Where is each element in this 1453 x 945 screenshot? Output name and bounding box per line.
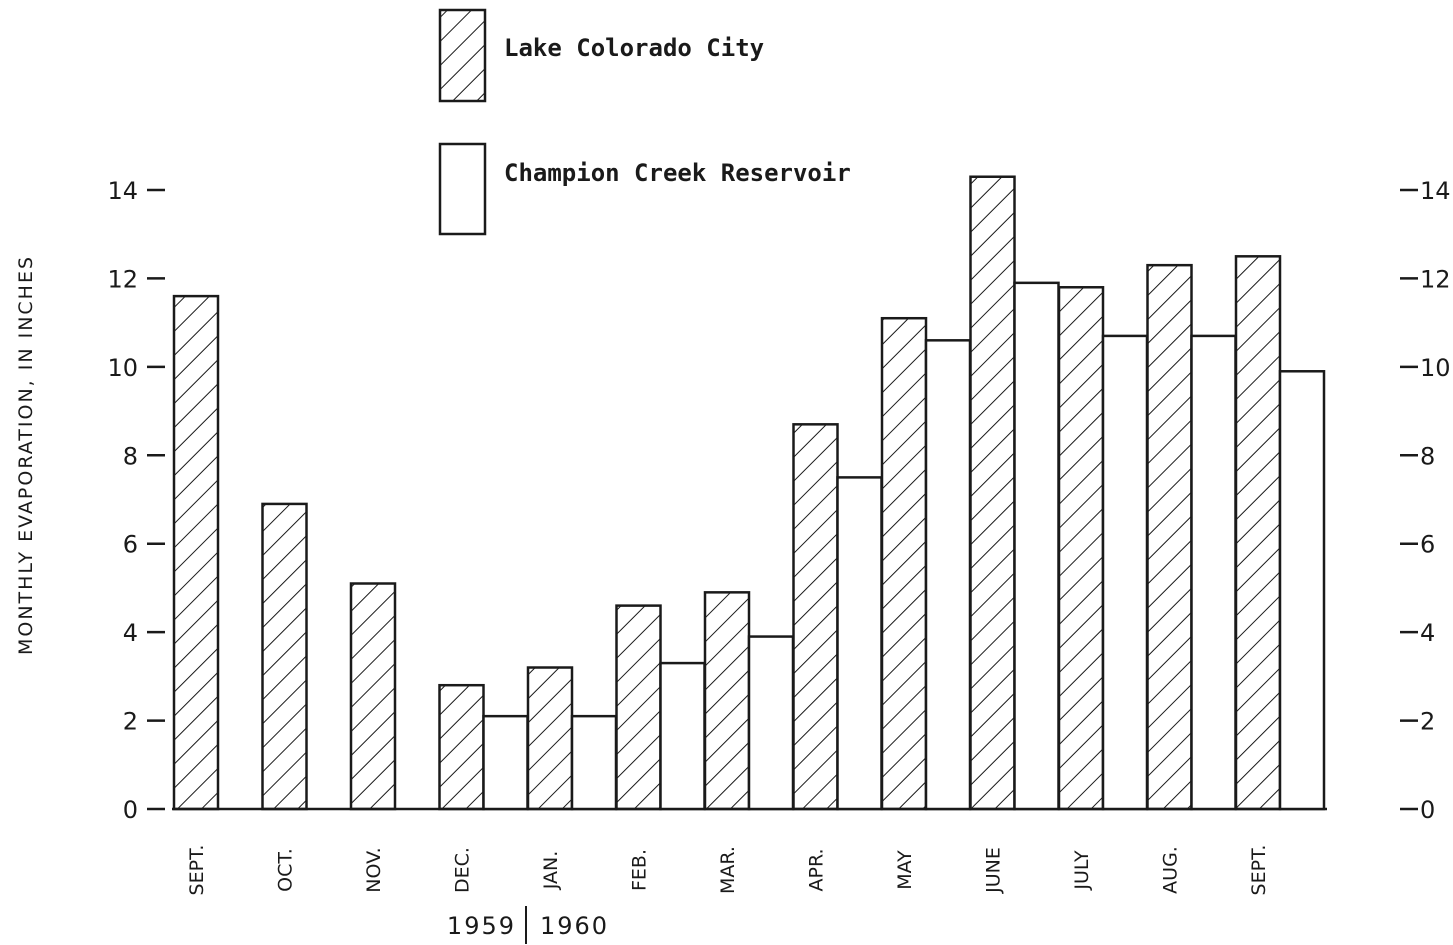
- bar-lake-colorado-city: [703, 591, 751, 811]
- bar-lake-colorado-city: [1057, 286, 1105, 811]
- right-tick-label: 8: [1420, 442, 1435, 470]
- left-tick-label: 0: [123, 796, 138, 824]
- right-tick-label: 4: [1420, 619, 1435, 647]
- right-tick-label: 14: [1420, 177, 1451, 205]
- bar-champion-creek-reservoir: [836, 476, 883, 811]
- legend-label-lake-colorado-city: Lake Colorado City: [504, 34, 764, 62]
- bar-lake-colorado-city: [526, 666, 574, 811]
- right-tick-label: 6: [1420, 531, 1435, 559]
- bar-lake-colorado-city: [792, 423, 839, 811]
- bar-champion-creek-reservoir: [1190, 334, 1237, 811]
- category-labels: SEPT. OCT. NOV. DEC. JAN. FEB. MAR. APR. MAY JUNE…: [186, 845, 1270, 896]
- year-labels: 1959 1960: [447, 906, 609, 944]
- year-label-1960: 1960: [540, 912, 609, 940]
- legend-swatch-lake-colorado-city: [438, 8, 487, 103]
- right-axis-ticks: 0 2 4 6 8 10 12 14: [1400, 177, 1451, 824]
- bar-lake-colorado-city: [615, 604, 662, 811]
- left-tick-label: 10: [107, 354, 138, 382]
- right-tick-label: 12: [1420, 265, 1451, 293]
- category-label: MAY: [894, 850, 916, 890]
- bar-champion-creek-reservoir: [747, 635, 795, 811]
- left-tick-label: 14: [107, 177, 138, 205]
- bar-champion-creek-reservoir: [659, 661, 706, 811]
- category-label: FEB.: [629, 849, 651, 891]
- bar-lake-colorado-city: [969, 175, 1016, 811]
- legend-label-champion-creek-reservoir: Champion Creek Reservoir: [504, 159, 851, 187]
- category-label: AUG.: [1160, 846, 1182, 894]
- left-tick-label: 8: [123, 442, 138, 470]
- category-label: NOV.: [363, 847, 385, 892]
- y-axis-label: MONTHLY EVAPORATION, IN INCHES: [15, 255, 37, 655]
- category-label: OCT.: [275, 848, 297, 892]
- bar-lake-colorado-city: [349, 582, 397, 811]
- category-label: APR.: [806, 848, 828, 891]
- bar-lake-colorado-city: [1234, 255, 1282, 811]
- left-axis-ticks: 0 2 4 6 8 10 12 14: [107, 177, 165, 824]
- bar-champion-creek-reservoir: [1278, 370, 1326, 811]
- year-label-1959: 1959: [447, 912, 516, 940]
- bar-champion-creek-reservoir: [924, 339, 972, 811]
- right-tick-label: 10: [1420, 354, 1451, 382]
- left-tick-label: 4: [123, 619, 138, 647]
- bar-lake-colorado-city: [880, 316, 928, 811]
- left-tick-label: 6: [123, 531, 138, 559]
- bar-champion-creek-reservoir: [1101, 334, 1149, 811]
- category-label: MAR.: [717, 846, 739, 894]
- category-label: JAN.: [540, 851, 562, 891]
- category-label: SEPT.: [1248, 845, 1270, 896]
- right-tick-label: 2: [1420, 708, 1435, 736]
- legend: Lake Colorado City Champion Creek Reserv…: [438, 8, 851, 236]
- left-tick-label: 12: [107, 265, 138, 293]
- right-tick-label: 0: [1420, 796, 1435, 824]
- category-label: DEC.: [452, 847, 474, 893]
- bar-lake-colorado-city: [261, 502, 308, 811]
- category-label: JULY: [1071, 850, 1093, 891]
- category-label: SEPT.: [186, 845, 208, 896]
- bar-lake-colorado-city: [1146, 263, 1193, 811]
- bar-champion-creek-reservoir: [570, 714, 618, 811]
- bar-lake-colorado-city: [172, 294, 220, 811]
- bar-champion-creek-reservoir: [482, 714, 529, 811]
- bar-champion-creek-reservoir: [1013, 281, 1060, 811]
- bars: [172, 175, 1326, 811]
- legend-swatch-champion-creek-reservoir: [438, 142, 487, 236]
- bar-lake-colorado-city: [438, 683, 485, 811]
- category-label: JUNE: [983, 847, 1005, 894]
- left-tick-label: 2: [123, 708, 138, 736]
